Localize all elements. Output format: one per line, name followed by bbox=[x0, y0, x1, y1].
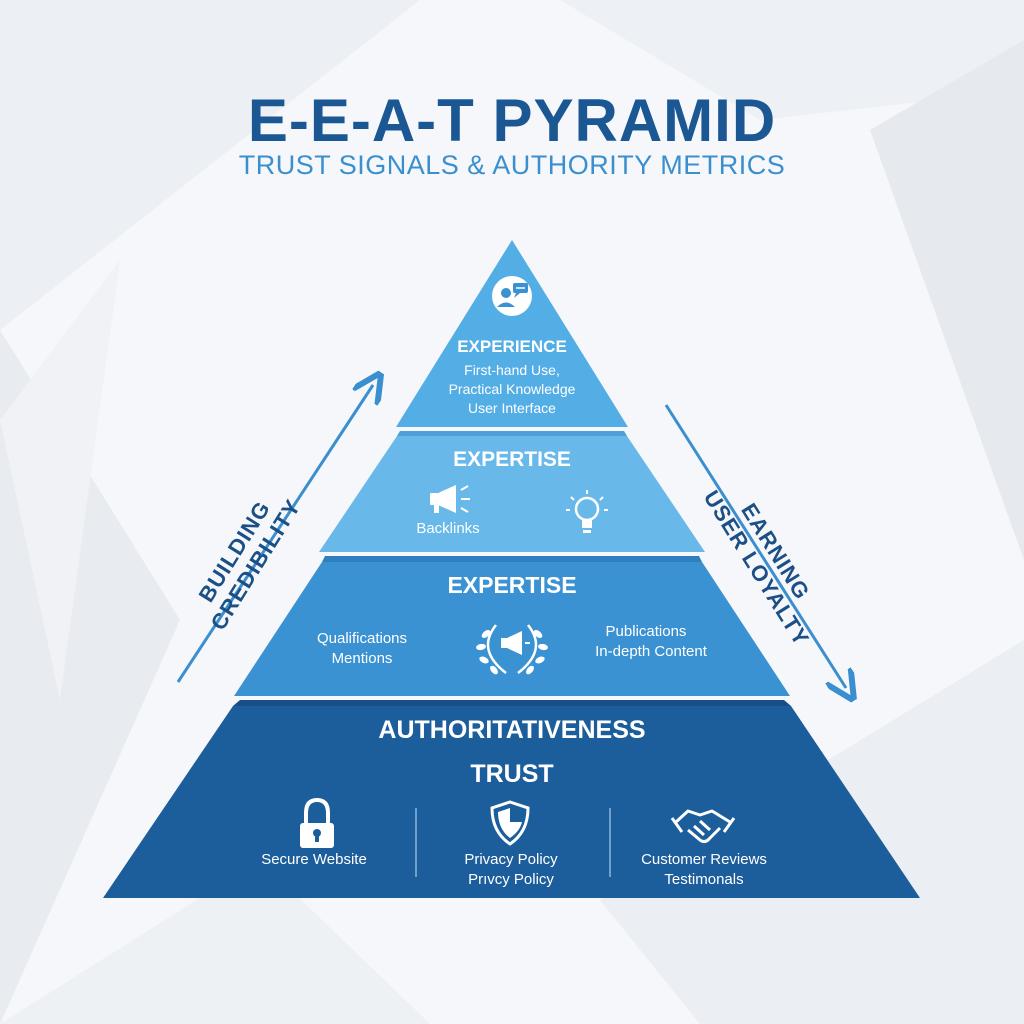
tier-1-line-1: First-hand Use, bbox=[464, 362, 560, 378]
user-chat-icon bbox=[492, 276, 532, 316]
page-subtitle: TRUST SIGNALS & AUTHORITY METRICS bbox=[238, 150, 786, 180]
right-descending-arrow bbox=[664, 404, 846, 688]
tier-2-band bbox=[319, 436, 705, 552]
shield-icon bbox=[490, 800, 530, 846]
tier-2-item-1-label: Backlinks bbox=[416, 520, 480, 537]
tier-1-line-2: Practical Knowledge bbox=[448, 381, 576, 397]
left-ascending-arrow bbox=[176, 385, 373, 683]
tier-2-heading: EXPERTISE bbox=[453, 448, 571, 471]
laurel-megaphone-icon bbox=[476, 624, 548, 675]
tier-3-left-line-1: Qualifications bbox=[316, 630, 408, 647]
handshake-icon bbox=[670, 809, 736, 844]
tier-4-item-2-line-2: Prıvcy Policy bbox=[468, 871, 554, 888]
padlock-icon bbox=[300, 797, 334, 848]
page-title: E-E-A-T PYRAMID bbox=[247, 87, 777, 154]
tier-4-heading: AUTHORITATIVENESS bbox=[378, 716, 646, 744]
tier-4-item-3-line-1: Customer Reviews bbox=[641, 851, 767, 868]
tier-4-item-2-line-1: Privacy Policy bbox=[464, 851, 558, 868]
tier-3-heading: EXPERTISE bbox=[447, 572, 577, 598]
tier-1-heading: EXPERIENCE bbox=[457, 337, 567, 356]
lightbulb-icon bbox=[566, 490, 608, 533]
tier-3-left-line-2: Mentions bbox=[331, 650, 393, 667]
tier-3-right-line-2: In-depth Content bbox=[595, 643, 707, 660]
tier-3-band bbox=[234, 562, 790, 696]
tier-3-right-line-1: Publications bbox=[605, 623, 687, 640]
tier-1-line-3: User Interface bbox=[468, 400, 556, 416]
tier-1-band bbox=[396, 240, 628, 427]
tier-4-item-1-line-1: Secure Website bbox=[261, 851, 367, 868]
tier-4-subheading: TRUST bbox=[470, 760, 554, 788]
tier-4-item-3-line-2: Testimonals bbox=[664, 871, 744, 888]
megaphone-icon bbox=[430, 485, 470, 513]
